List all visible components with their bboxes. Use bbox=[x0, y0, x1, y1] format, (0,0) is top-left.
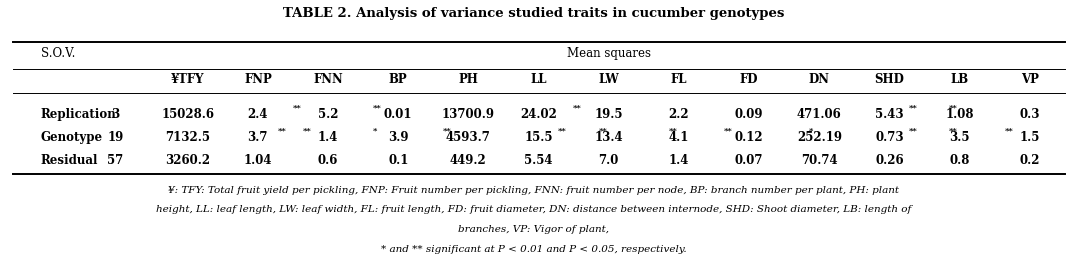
Text: FL: FL bbox=[671, 73, 687, 86]
Text: **: ** bbox=[1004, 126, 1014, 134]
Text: 5.2: 5.2 bbox=[318, 108, 338, 121]
Text: **: ** bbox=[277, 126, 286, 134]
Text: **: ** bbox=[909, 126, 918, 134]
Text: SHD: SHD bbox=[875, 73, 905, 86]
Text: **: ** bbox=[723, 126, 733, 134]
Text: **: ** bbox=[909, 104, 918, 112]
Text: 3.7: 3.7 bbox=[248, 131, 268, 144]
Text: **: ** bbox=[303, 126, 312, 134]
Text: 3.5: 3.5 bbox=[950, 131, 970, 144]
Text: TABLE 2. Analysis of variance studied traits in cucumber genotypes: TABLE 2. Analysis of variance studied tr… bbox=[283, 7, 784, 20]
Text: 19.5: 19.5 bbox=[594, 108, 623, 121]
Text: 0.12: 0.12 bbox=[735, 131, 763, 144]
Text: 0.3: 0.3 bbox=[1020, 108, 1040, 121]
Text: 0.07: 0.07 bbox=[735, 154, 763, 167]
Text: 3: 3 bbox=[111, 108, 120, 121]
Text: FD: FD bbox=[739, 73, 759, 86]
Text: 13700.9: 13700.9 bbox=[442, 108, 495, 121]
Text: 1.08: 1.08 bbox=[945, 108, 974, 121]
Text: 0.1: 0.1 bbox=[388, 154, 409, 167]
Text: 0.73: 0.73 bbox=[875, 131, 904, 144]
Text: 0.8: 0.8 bbox=[950, 154, 970, 167]
Text: S.O.V.: S.O.V. bbox=[41, 47, 75, 60]
Text: **: ** bbox=[669, 126, 678, 134]
Text: 0.2: 0.2 bbox=[1020, 154, 1040, 167]
Text: * and ** significant at P < 0.01 and P < 0.05, respectively.: * and ** significant at P < 0.01 and P <… bbox=[381, 245, 686, 253]
Text: 449.2: 449.2 bbox=[450, 154, 487, 167]
Text: **: ** bbox=[292, 104, 301, 112]
Text: LW: LW bbox=[599, 73, 619, 86]
Text: 0.01: 0.01 bbox=[384, 108, 413, 121]
Text: Replication: Replication bbox=[41, 108, 116, 121]
Text: FNP: FNP bbox=[244, 73, 272, 86]
Text: branches, VP: Vigor of plant,: branches, VP: Vigor of plant, bbox=[458, 225, 609, 234]
Text: BP: BP bbox=[388, 73, 408, 86]
Text: height, LL: leaf length, LW: leaf width, FL: fruit length, FD: fruit diameter, D: height, LL: leaf length, LW: leaf width,… bbox=[156, 205, 911, 214]
Text: 1.5: 1.5 bbox=[1020, 131, 1040, 144]
Text: 252.19: 252.19 bbox=[797, 131, 842, 144]
Text: 15028.6: 15028.6 bbox=[161, 108, 214, 121]
Text: **: ** bbox=[950, 126, 958, 134]
Text: Genotype: Genotype bbox=[41, 131, 102, 144]
Text: VP: VP bbox=[1021, 73, 1038, 86]
Text: 4.1: 4.1 bbox=[669, 131, 689, 144]
Text: ¥: TFY: Total fruit yield per pickling, FNP: Fruit number per pickling, FNN: fru: ¥: TFY: Total fruit yield per pickling, … bbox=[168, 186, 899, 194]
Text: 3.9: 3.9 bbox=[388, 131, 409, 144]
Text: **: ** bbox=[443, 126, 451, 134]
Text: 1.04: 1.04 bbox=[243, 154, 272, 167]
Text: 2.2: 2.2 bbox=[669, 108, 689, 121]
Text: 7.0: 7.0 bbox=[599, 154, 619, 167]
Text: 0.26: 0.26 bbox=[875, 154, 904, 167]
Text: 19: 19 bbox=[107, 131, 124, 144]
Text: 3260.2: 3260.2 bbox=[165, 154, 210, 167]
Text: 471.06: 471.06 bbox=[797, 108, 842, 121]
Text: 4593.7: 4593.7 bbox=[446, 131, 491, 144]
Text: FNN: FNN bbox=[313, 73, 343, 86]
Text: 5.54: 5.54 bbox=[524, 154, 553, 167]
Text: 1.4: 1.4 bbox=[669, 154, 689, 167]
Text: PH: PH bbox=[459, 73, 478, 86]
Text: 0.09: 0.09 bbox=[735, 108, 763, 121]
Text: 0.6: 0.6 bbox=[318, 154, 338, 167]
Text: **: ** bbox=[573, 104, 582, 112]
Text: 2.4: 2.4 bbox=[248, 108, 268, 121]
Text: 1.4: 1.4 bbox=[318, 131, 338, 144]
Text: 70.74: 70.74 bbox=[801, 154, 838, 167]
Text: LB: LB bbox=[951, 73, 969, 86]
Text: Residual: Residual bbox=[41, 154, 98, 167]
Text: 15.5: 15.5 bbox=[524, 131, 553, 144]
Text: Mean squares: Mean squares bbox=[567, 47, 651, 60]
Text: LL: LL bbox=[530, 73, 546, 86]
Text: **: ** bbox=[372, 104, 382, 112]
Text: **: ** bbox=[599, 126, 607, 134]
Text: 24.02: 24.02 bbox=[520, 108, 557, 121]
Text: 13.4: 13.4 bbox=[594, 131, 623, 144]
Text: *: * bbox=[809, 126, 813, 134]
Text: DN: DN bbox=[809, 73, 830, 86]
Text: ¥TFY: ¥TFY bbox=[171, 73, 205, 86]
Text: 5.43: 5.43 bbox=[875, 108, 904, 121]
Text: 7132.5: 7132.5 bbox=[165, 131, 210, 144]
Text: **: ** bbox=[950, 104, 958, 112]
Text: *: * bbox=[372, 126, 378, 134]
Text: 57: 57 bbox=[107, 154, 124, 167]
Text: **: ** bbox=[558, 126, 567, 134]
